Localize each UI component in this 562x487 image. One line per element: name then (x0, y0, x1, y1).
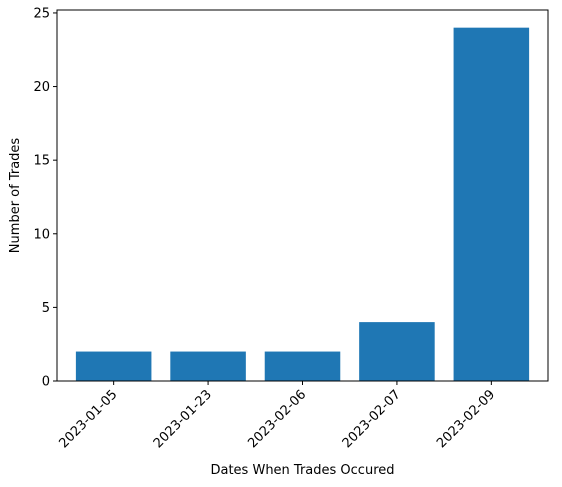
x-tick-label: 2023-02-07 (340, 387, 404, 451)
x-tick-label: 2023-01-05 (56, 387, 120, 451)
x-tick-label: 2023-01-23 (151, 387, 215, 451)
y-tick-label: 5 (42, 301, 50, 316)
y-tick-label: 0 (42, 375, 50, 390)
bar-2023-01-05 (75, 351, 152, 381)
y-tick-label: 10 (33, 227, 50, 242)
bar-2023-01-23 (170, 351, 246, 381)
bar-2023-02-09 (453, 27, 530, 382)
y-axis-label: Number of Trades (8, 138, 23, 254)
x-tick-label: 2023-02-06 (245, 387, 309, 451)
bars-group (75, 27, 530, 382)
y-axis: 0 5 10 15 20 25 (33, 6, 57, 390)
plot-frame (56, 9, 549, 382)
y-tick-label: 20 (33, 80, 50, 95)
x-axis-label: Dates When Trades Occured (210, 463, 394, 478)
bar-2023-02-06 (264, 351, 341, 381)
bar-2023-02-07 (359, 322, 435, 381)
y-tick-label: 25 (33, 6, 50, 21)
x-tick-label: 2023-02-09 (434, 387, 498, 451)
y-tick-label: 15 (33, 154, 50, 169)
x-axis: 2023-01-05 2023-01-23 2023-02-06 2023-02-07… (56, 381, 498, 451)
